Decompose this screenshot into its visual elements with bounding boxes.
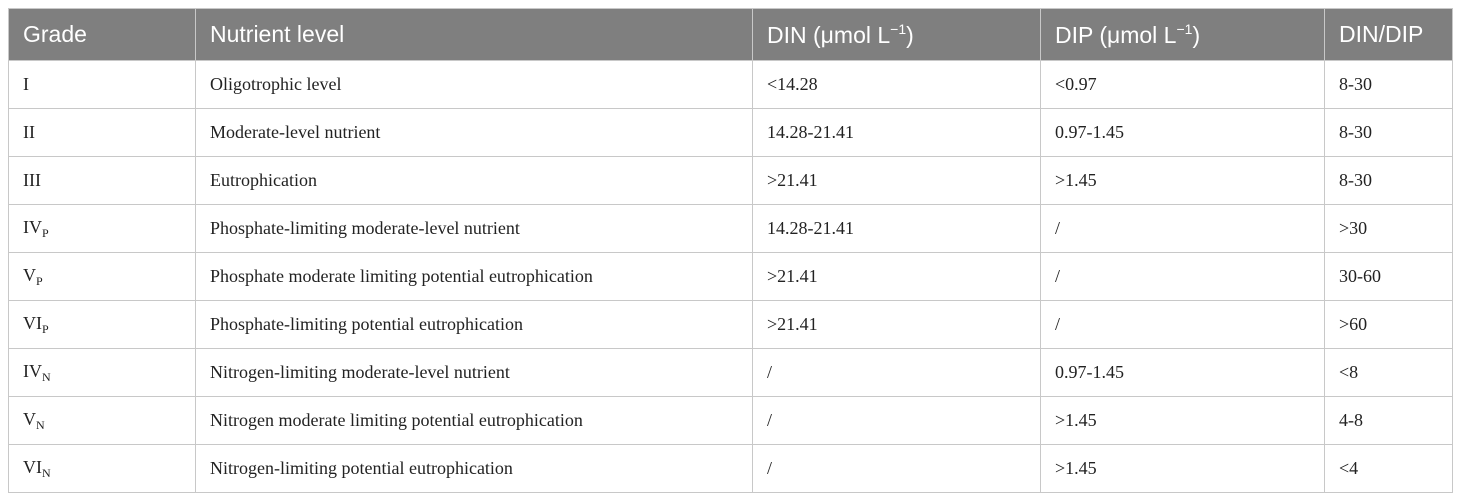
grade-main: V xyxy=(23,408,36,429)
table-cell: Eutrophication xyxy=(195,156,753,205)
table-row: VIN Nitrogen-limiting potential eutrophic… xyxy=(8,444,1453,493)
table-cell: VP xyxy=(8,252,196,301)
grade-subscript: P xyxy=(36,273,43,288)
nutrient-table: Grade Nutrient level DIN (μmol L−1) DIP (μm… xyxy=(8,8,1453,493)
grade-subscript: P xyxy=(42,225,49,240)
table-cell: IVP xyxy=(8,204,196,253)
header-superscript: −1 xyxy=(1176,20,1193,37)
header-cell: DIP (μmol L−1) xyxy=(1040,8,1325,61)
header-superscript: −1 xyxy=(890,20,907,37)
table-row: VIP Phosphate-limiting potential eutrophi… xyxy=(8,300,1453,349)
table-row: VP Phosphate moderate limiting potential … xyxy=(8,252,1453,301)
table-cell: 8-30 xyxy=(1324,108,1453,157)
header-text: DIP (μmol L xyxy=(1055,21,1177,48)
table-cell: <8 xyxy=(1324,348,1453,397)
table-cell: 0.97-1.45 xyxy=(1040,108,1325,157)
table-cell: / xyxy=(1040,204,1325,253)
table-cell: Nitrogen moderate limiting potential eut… xyxy=(195,396,753,445)
header-text: ) xyxy=(1192,21,1201,48)
table-row: IVP Phosphate-limiting moderate-level nut… xyxy=(8,204,1453,253)
table-cell: / xyxy=(752,396,1041,445)
header-text: DIN (μmol L xyxy=(767,21,891,48)
table-cell: 8-30 xyxy=(1324,60,1453,109)
table-cell: VIN xyxy=(8,444,196,493)
table-cell: <0.97 xyxy=(1040,60,1325,109)
grade-main: IV xyxy=(23,360,42,381)
table-cell: / xyxy=(752,444,1041,493)
table-cell: Nitrogen-limiting moderate-level nutrien… xyxy=(195,348,753,397)
table-cell: / xyxy=(1040,252,1325,301)
table-cell: Moderate-level nutrient xyxy=(195,108,753,157)
table-cell: >30 xyxy=(1324,204,1453,253)
table-cell: 30-60 xyxy=(1324,252,1453,301)
table-body: I Oligotrophic level <14.28 <0.97 8-30 II Mode… xyxy=(8,60,1453,493)
table-cell: 8-30 xyxy=(1324,156,1453,205)
table-cell: 14.28-21.41 xyxy=(752,204,1041,253)
table-cell: >21.41 xyxy=(752,156,1041,205)
table-cell: VN xyxy=(8,396,196,445)
table-cell: 4-8 xyxy=(1324,396,1453,445)
table-row: IVN Nitrogen-limiting moderate-level nutr… xyxy=(8,348,1453,397)
table-row: II Moderate-level nutrient 14.28-21.41 0.97… xyxy=(8,108,1453,157)
table-cell: / xyxy=(752,348,1041,397)
table-row: VN Nitrogen moderate limiting potential e… xyxy=(8,396,1453,445)
table-cell: >1.45 xyxy=(1040,444,1325,493)
table-cell: II xyxy=(8,108,196,157)
table-cell: 14.28-21.41 xyxy=(752,108,1041,157)
header-cell: DIN (μmol L−1) xyxy=(752,8,1041,61)
grade-main: VI xyxy=(23,312,42,333)
table-cell: Phosphate-limiting moderate-level nutrie… xyxy=(195,204,753,253)
grade-subscript: N xyxy=(36,417,45,432)
grade-main: IV xyxy=(23,216,42,237)
table-cell: <14.28 xyxy=(752,60,1041,109)
table-cell: Oligotrophic level xyxy=(195,60,753,109)
grade-main: VI xyxy=(23,456,42,477)
grade-subscript: P xyxy=(42,321,49,336)
table-cell: III xyxy=(8,156,196,205)
grade-main: V xyxy=(23,264,36,285)
table-cell: >21.41 xyxy=(752,300,1041,349)
table-cell: >1.45 xyxy=(1040,156,1325,205)
header-cell: Grade xyxy=(8,8,196,61)
table-cell: >1.45 xyxy=(1040,396,1325,445)
table-cell: <4 xyxy=(1324,444,1453,493)
table-cell: >21.41 xyxy=(752,252,1041,301)
table-cell: 0.97-1.45 xyxy=(1040,348,1325,397)
header-cell: Nutrient level xyxy=(195,8,753,61)
table-cell: / xyxy=(1040,300,1325,349)
table-cell: Nitrogen-limiting potential eutrophicati… xyxy=(195,444,753,493)
header-cell: DIN/DIP xyxy=(1324,8,1453,61)
header-row: Grade Nutrient level DIN (μmol L−1) DIP (μm… xyxy=(8,8,1453,61)
table-cell: IVN xyxy=(8,348,196,397)
table-cell: Phosphate moderate limiting potential eu… xyxy=(195,252,753,301)
table-row: III Eutrophication >21.41 >1.45 8-30 xyxy=(8,156,1453,205)
table-row: I Oligotrophic level <14.28 <0.97 8-30 xyxy=(8,60,1453,109)
table-cell: >60 xyxy=(1324,300,1453,349)
table-cell: I xyxy=(8,60,196,109)
header-text: ) xyxy=(906,21,914,48)
table-cell: Phosphate-limiting potential eutrophicat… xyxy=(195,300,753,349)
grade-subscript: N xyxy=(42,369,51,384)
table-cell: VIP xyxy=(8,300,196,349)
grade-subscript: N xyxy=(42,465,51,480)
